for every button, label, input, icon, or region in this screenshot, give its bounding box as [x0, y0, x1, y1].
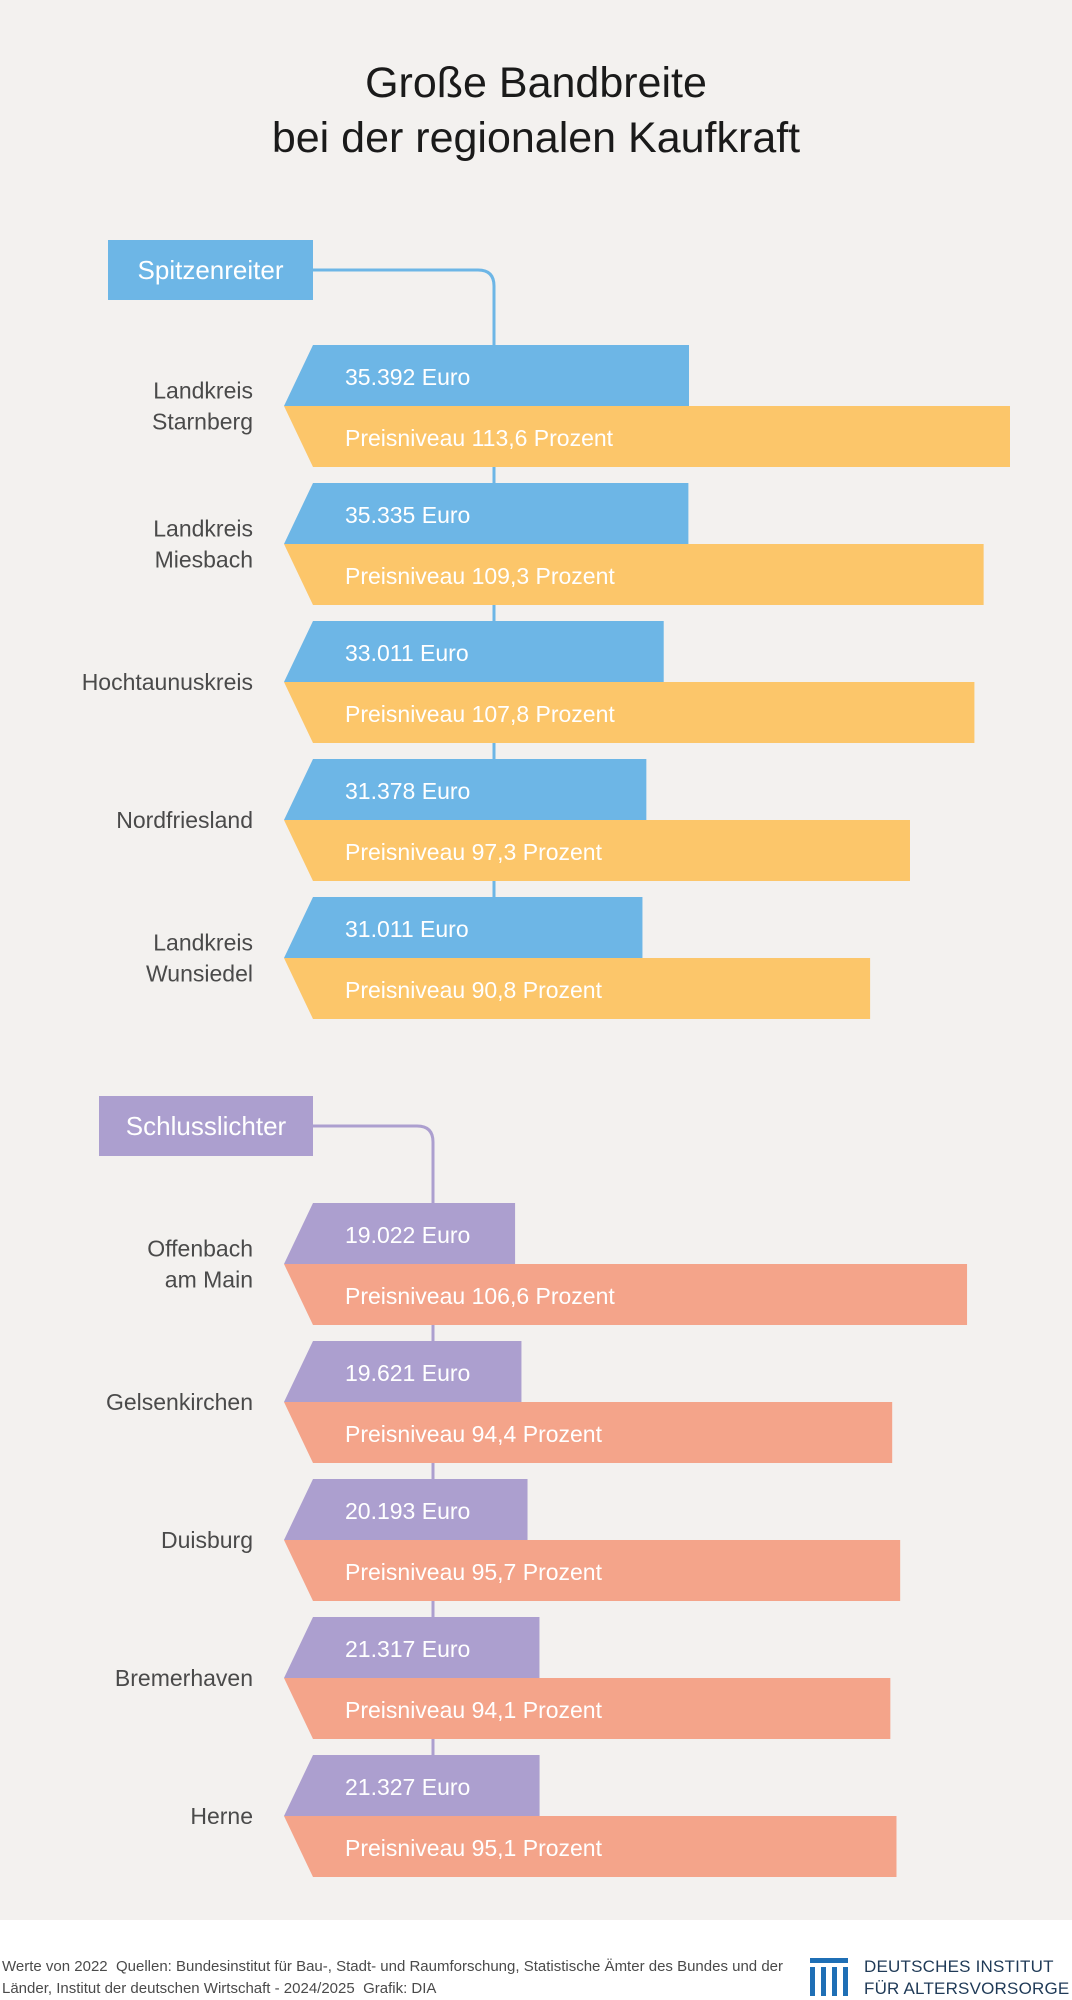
region-name: Duisburg [161, 1527, 253, 1553]
price-bar [284, 1816, 897, 1877]
region-name: Bremerhaven [115, 1665, 253, 1691]
region-name: Hochtaunuskreis [82, 669, 253, 695]
price-bar [284, 1678, 891, 1739]
income-bar [284, 483, 689, 544]
income-value-label: 35.335 Euro [345, 502, 470, 528]
income-bar [284, 1203, 516, 1264]
footer-values-note: Werte von 2022 [2, 1958, 108, 1975]
group-header-box [108, 240, 313, 300]
price-value-label: Preisniveau 94,1 Prozent [345, 1697, 603, 1723]
region-name: Landkreis Miesbach [153, 516, 253, 573]
price-value-label: Preisniveau 95,7 Prozent [345, 1559, 603, 1585]
income-value-label: 21.327 Euro [345, 1774, 470, 1800]
income-bar [284, 1617, 540, 1678]
logo-line-2: FÜR ALTERSVORSORGE [864, 1979, 1070, 1998]
income-value-label: 21.317 Euro [345, 1636, 470, 1662]
price-value-label: Preisniveau 97,3 Prozent [345, 839, 603, 865]
income-value-label: 19.022 Euro [345, 1222, 470, 1248]
income-value-label: 19.621 Euro [345, 1360, 470, 1386]
price-bar [284, 1402, 893, 1463]
group-header-label: Spitzenreiter [138, 255, 284, 285]
price-bar [284, 958, 871, 1019]
chart-title: Große Bandbreite bei der regionalen Kaufk… [271, 59, 801, 162]
group-header-label: Schlusslichter [126, 1111, 287, 1141]
footer [0, 1920, 1072, 2000]
dia-logo: DEUTSCHES INSTITUT FÜR ALTERSVORSORGE [810, 1956, 1070, 2000]
price-bar [284, 1264, 968, 1325]
logo-line-1: DEUTSCHES INSTITUT [864, 1957, 1054, 1976]
income-value-label: 20.193 Euro [345, 1498, 470, 1524]
footer-graphic: Grafik: DIA [363, 1980, 437, 1997]
income-bar [284, 897, 643, 958]
footer-sources: Quellen: Bundesinstitut für Bau-, Stadt-… [2, 1958, 783, 1997]
group-connector-line [313, 1124, 435, 1877]
price-value-label: Preisniveau 95,1 Prozent [345, 1835, 603, 1861]
income-bar [284, 759, 647, 820]
income-bar [284, 1479, 528, 1540]
group-connector-line [313, 268, 496, 1019]
price-value-label: Preisniveau 107,8 Prozent [345, 701, 615, 727]
price-value-label: Preisniveau 113,6 Prozent [345, 425, 614, 451]
region-name: Landkreis Wunsiedel [146, 930, 253, 987]
dia-logo-icon [810, 1958, 848, 1996]
price-value-label: Preisniveau 90,8 Prozent [345, 977, 603, 1003]
price-value-label: Preisniveau 106,6 Prozent [345, 1283, 615, 1309]
footer-text: Werte von 2022 Quellen: Bundesinstitut f… [2, 1956, 802, 2000]
income-value-label: 31.011 Euro [345, 916, 469, 942]
chart-stage: Große Bandbreite bei der regionalen Kaufk… [82, 59, 1010, 1877]
price-bar [284, 544, 984, 605]
price-bar [284, 1540, 901, 1601]
income-value-label: 31.378 Euro [345, 778, 470, 804]
region-name: Gelsenkirchen [106, 1389, 253, 1415]
price-bar [284, 406, 1010, 467]
income-bar [284, 345, 689, 406]
income-bar [284, 1755, 540, 1816]
region-name: Landkreis Starnberg [152, 378, 253, 435]
group-header-box [99, 1096, 313, 1156]
price-value-label: Preisniveau 94,4 Prozent [345, 1421, 603, 1447]
income-bar [284, 621, 664, 682]
region-name: Nordfriesland [116, 807, 253, 833]
income-bar [284, 1341, 522, 1402]
price-value-label: Preisniveau 109,3 Prozent [345, 563, 615, 589]
price-bar [284, 682, 975, 743]
income-value-label: 35.392 Euro [345, 364, 470, 390]
price-bar [284, 820, 910, 881]
income-value-label: 33.011 Euro [345, 640, 469, 666]
chart-svg: Spitzenreiter 35.392 Euro Preisniveau 113,… [82, 240, 1010, 1877]
region-name: Herne [190, 1803, 253, 1829]
region-name: Offenbach am Main [147, 1236, 253, 1293]
